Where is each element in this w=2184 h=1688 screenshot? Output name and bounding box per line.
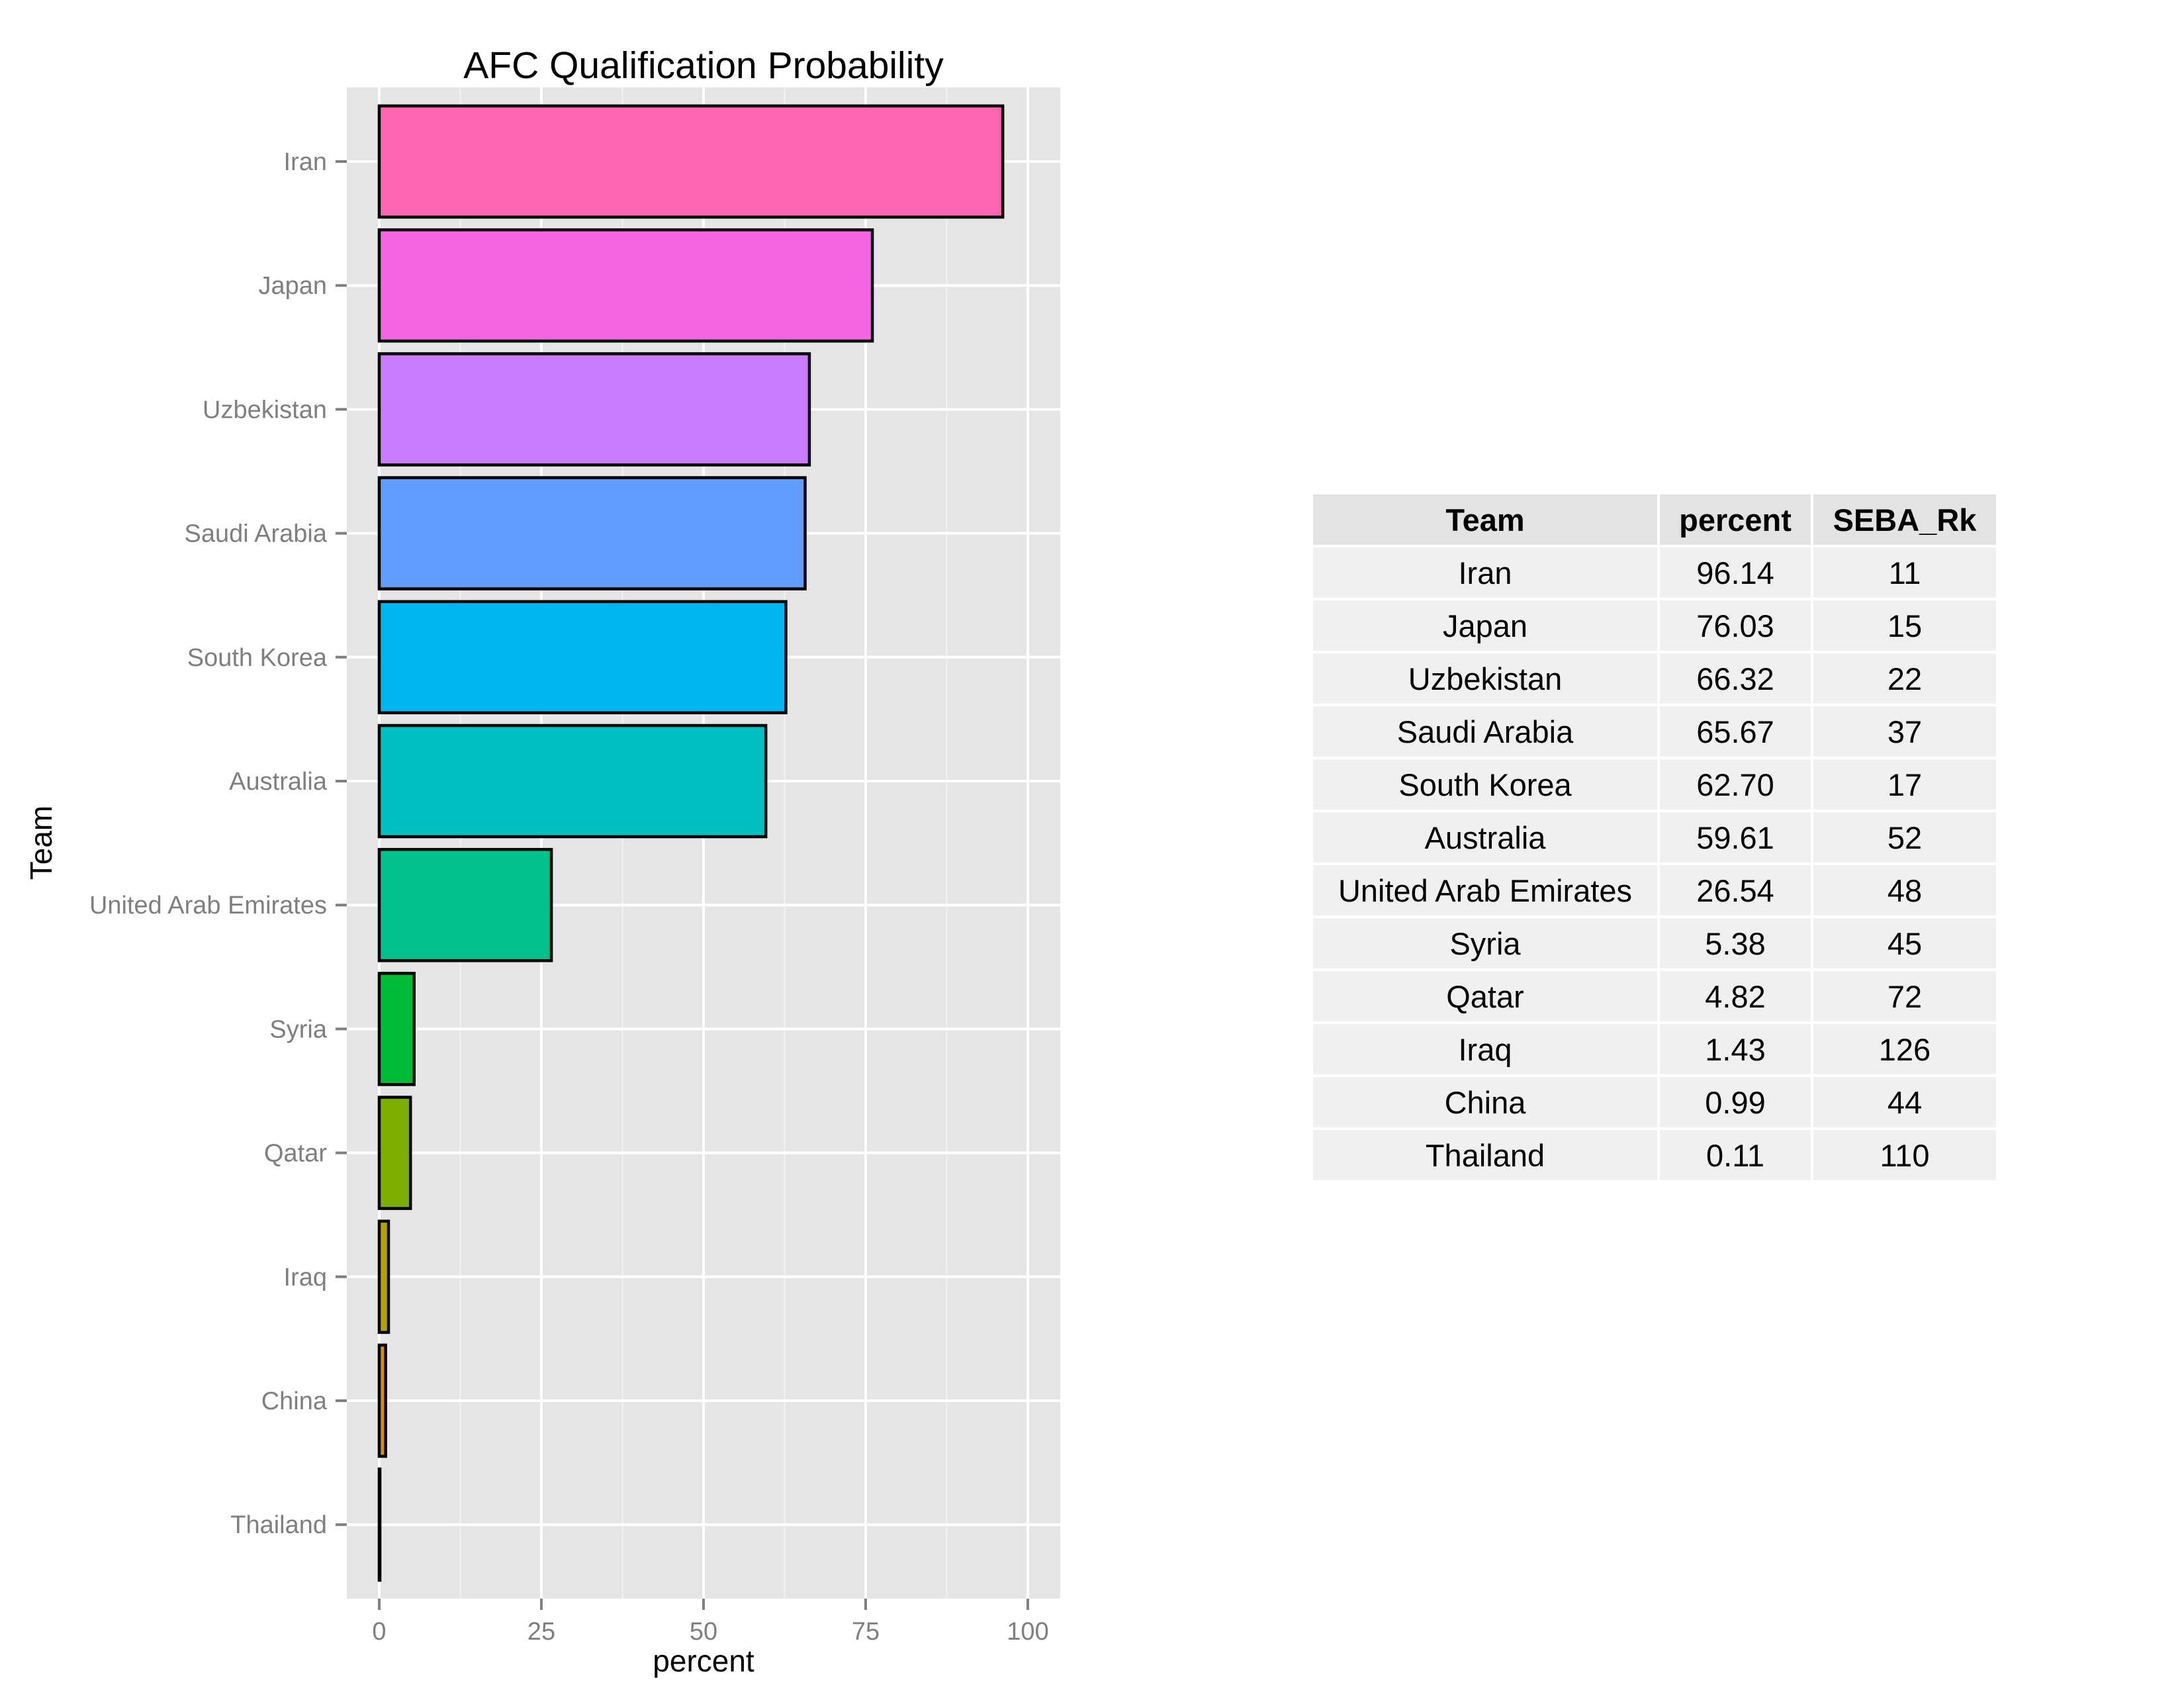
chart-title: AFC Qualification Probability <box>463 44 944 87</box>
table-cell: 1.43 <box>1657 1021 1813 1077</box>
table-cell: Iran <box>1310 545 1660 600</box>
table-row: Australia 59.61 52 <box>1310 810 1999 865</box>
data-table: Team percent SEBA_Rk Iran 96.14 11 Japan 76.03… <box>1310 492 1999 1183</box>
table-cell: 62.70 <box>1657 757 1813 812</box>
table-cell: Australia <box>1310 810 1660 865</box>
bar-australia <box>377 724 768 839</box>
column-header: SEBA_Rk <box>1811 492 1999 547</box>
table-cell: 59.61 <box>1657 810 1813 865</box>
table-row: Syria 5.38 45 <box>1310 915 1999 971</box>
x-tick-label: 75 <box>852 1618 880 1646</box>
table-row: Iraq 1.43 126 <box>1310 1021 1999 1077</box>
y-tick-label: South Korea <box>187 644 328 672</box>
bar-thailand <box>377 1467 382 1582</box>
y-tick-label: Iran <box>284 148 327 176</box>
bar-united-arab-emirates <box>377 847 553 962</box>
table-cell: 126 <box>1811 1021 1999 1077</box>
table-cell: 17 <box>1811 757 1999 812</box>
column-header: Team <box>1310 492 1660 547</box>
y-tick-label: Syria <box>269 1015 327 1043</box>
bar-japan <box>377 228 874 343</box>
column-header: percent <box>1657 492 1813 547</box>
table-cell: 48 <box>1811 863 1999 918</box>
table-cell: Iraq <box>1310 1021 1660 1077</box>
table-cell: 76.03 <box>1657 598 1813 653</box>
bar-uzbekistan <box>377 352 811 467</box>
table-cell: 15 <box>1811 598 1999 653</box>
table-cell: South Korea <box>1310 757 1660 812</box>
x-axis-label: percent <box>653 1644 754 1678</box>
table-cell: 11 <box>1811 545 1999 600</box>
table-cell: United Arab Emirates <box>1310 863 1660 918</box>
y-tick-label: Iraq <box>284 1264 327 1291</box>
table-cell: 52 <box>1811 810 1999 865</box>
y-axis-label: Team <box>24 806 58 880</box>
y-tick-label: Japan <box>258 272 327 300</box>
bar-qatar <box>377 1096 412 1210</box>
y-tick-label: China <box>261 1387 328 1415</box>
table-cell: 22 <box>1811 651 1999 706</box>
y-tick-label: United Arab Emirates <box>89 892 327 919</box>
x-tick-label: 50 <box>690 1618 717 1646</box>
bar-iraq <box>377 1219 390 1335</box>
table-cell: 72 <box>1811 968 1999 1024</box>
table-row: Thailand 0.11 110 <box>1310 1127 1999 1183</box>
table-row: South Korea 62.70 17 <box>1310 757 1999 812</box>
y-tick-label: Australia <box>229 768 328 796</box>
bar-south-korea <box>377 600 788 715</box>
table-cell: 37 <box>1811 704 1999 759</box>
table-cell: Syria <box>1310 915 1660 971</box>
table-cell: Thailand <box>1310 1127 1660 1183</box>
table-cell: Uzbekistan <box>1310 651 1660 706</box>
table-cell: 0.11 <box>1657 1127 1813 1183</box>
table-row: Japan 76.03 15 <box>1310 598 1999 653</box>
y-tick-label: Thailand <box>230 1511 327 1539</box>
table-cell: 110 <box>1811 1127 1999 1183</box>
table-row: China 0.99 44 <box>1310 1074 1999 1130</box>
table-cell: 4.82 <box>1657 968 1813 1024</box>
y-tick-label: Saudi Arabia <box>185 520 328 548</box>
table-cell: 96.14 <box>1657 545 1813 600</box>
x-tick-label: 100 <box>1007 1618 1048 1646</box>
table-cell: 66.32 <box>1657 651 1813 706</box>
table-cell: Saudi Arabia <box>1310 704 1660 759</box>
table-cell: 45 <box>1811 915 1999 971</box>
y-tick-label: Uzbekistan <box>203 396 327 424</box>
bar-syria <box>377 972 416 1086</box>
table-row: Uzbekistan 66.32 22 <box>1310 651 1999 706</box>
table-cell: 26.54 <box>1657 863 1813 918</box>
table-cell: Qatar <box>1310 968 1660 1024</box>
y-tick-label: Qatar <box>264 1140 327 1168</box>
table-row: Saudi Arabia 65.67 37 <box>1310 704 1999 759</box>
table-cell: 5.38 <box>1657 915 1813 971</box>
bar-saudi-arabia <box>377 476 807 590</box>
x-tick-label: 0 <box>372 1618 386 1646</box>
table-cell: Japan <box>1310 598 1660 653</box>
table-cell: 65.67 <box>1657 704 1813 759</box>
table-cell: 0.99 <box>1657 1074 1813 1130</box>
table-cell: China <box>1310 1074 1660 1130</box>
table-row: Iran 96.14 11 <box>1310 545 1999 600</box>
table-row: Qatar 4.82 72 <box>1310 968 1999 1024</box>
table-row: United Arab Emirates 26.54 48 <box>1310 863 1999 918</box>
bar-china <box>377 1343 387 1458</box>
table-header-row: Team percent SEBA_Rk <box>1310 492 1999 547</box>
x-tick-label: 25 <box>527 1618 555 1646</box>
bar-iran <box>377 104 1005 219</box>
table-cell: 44 <box>1811 1074 1999 1130</box>
